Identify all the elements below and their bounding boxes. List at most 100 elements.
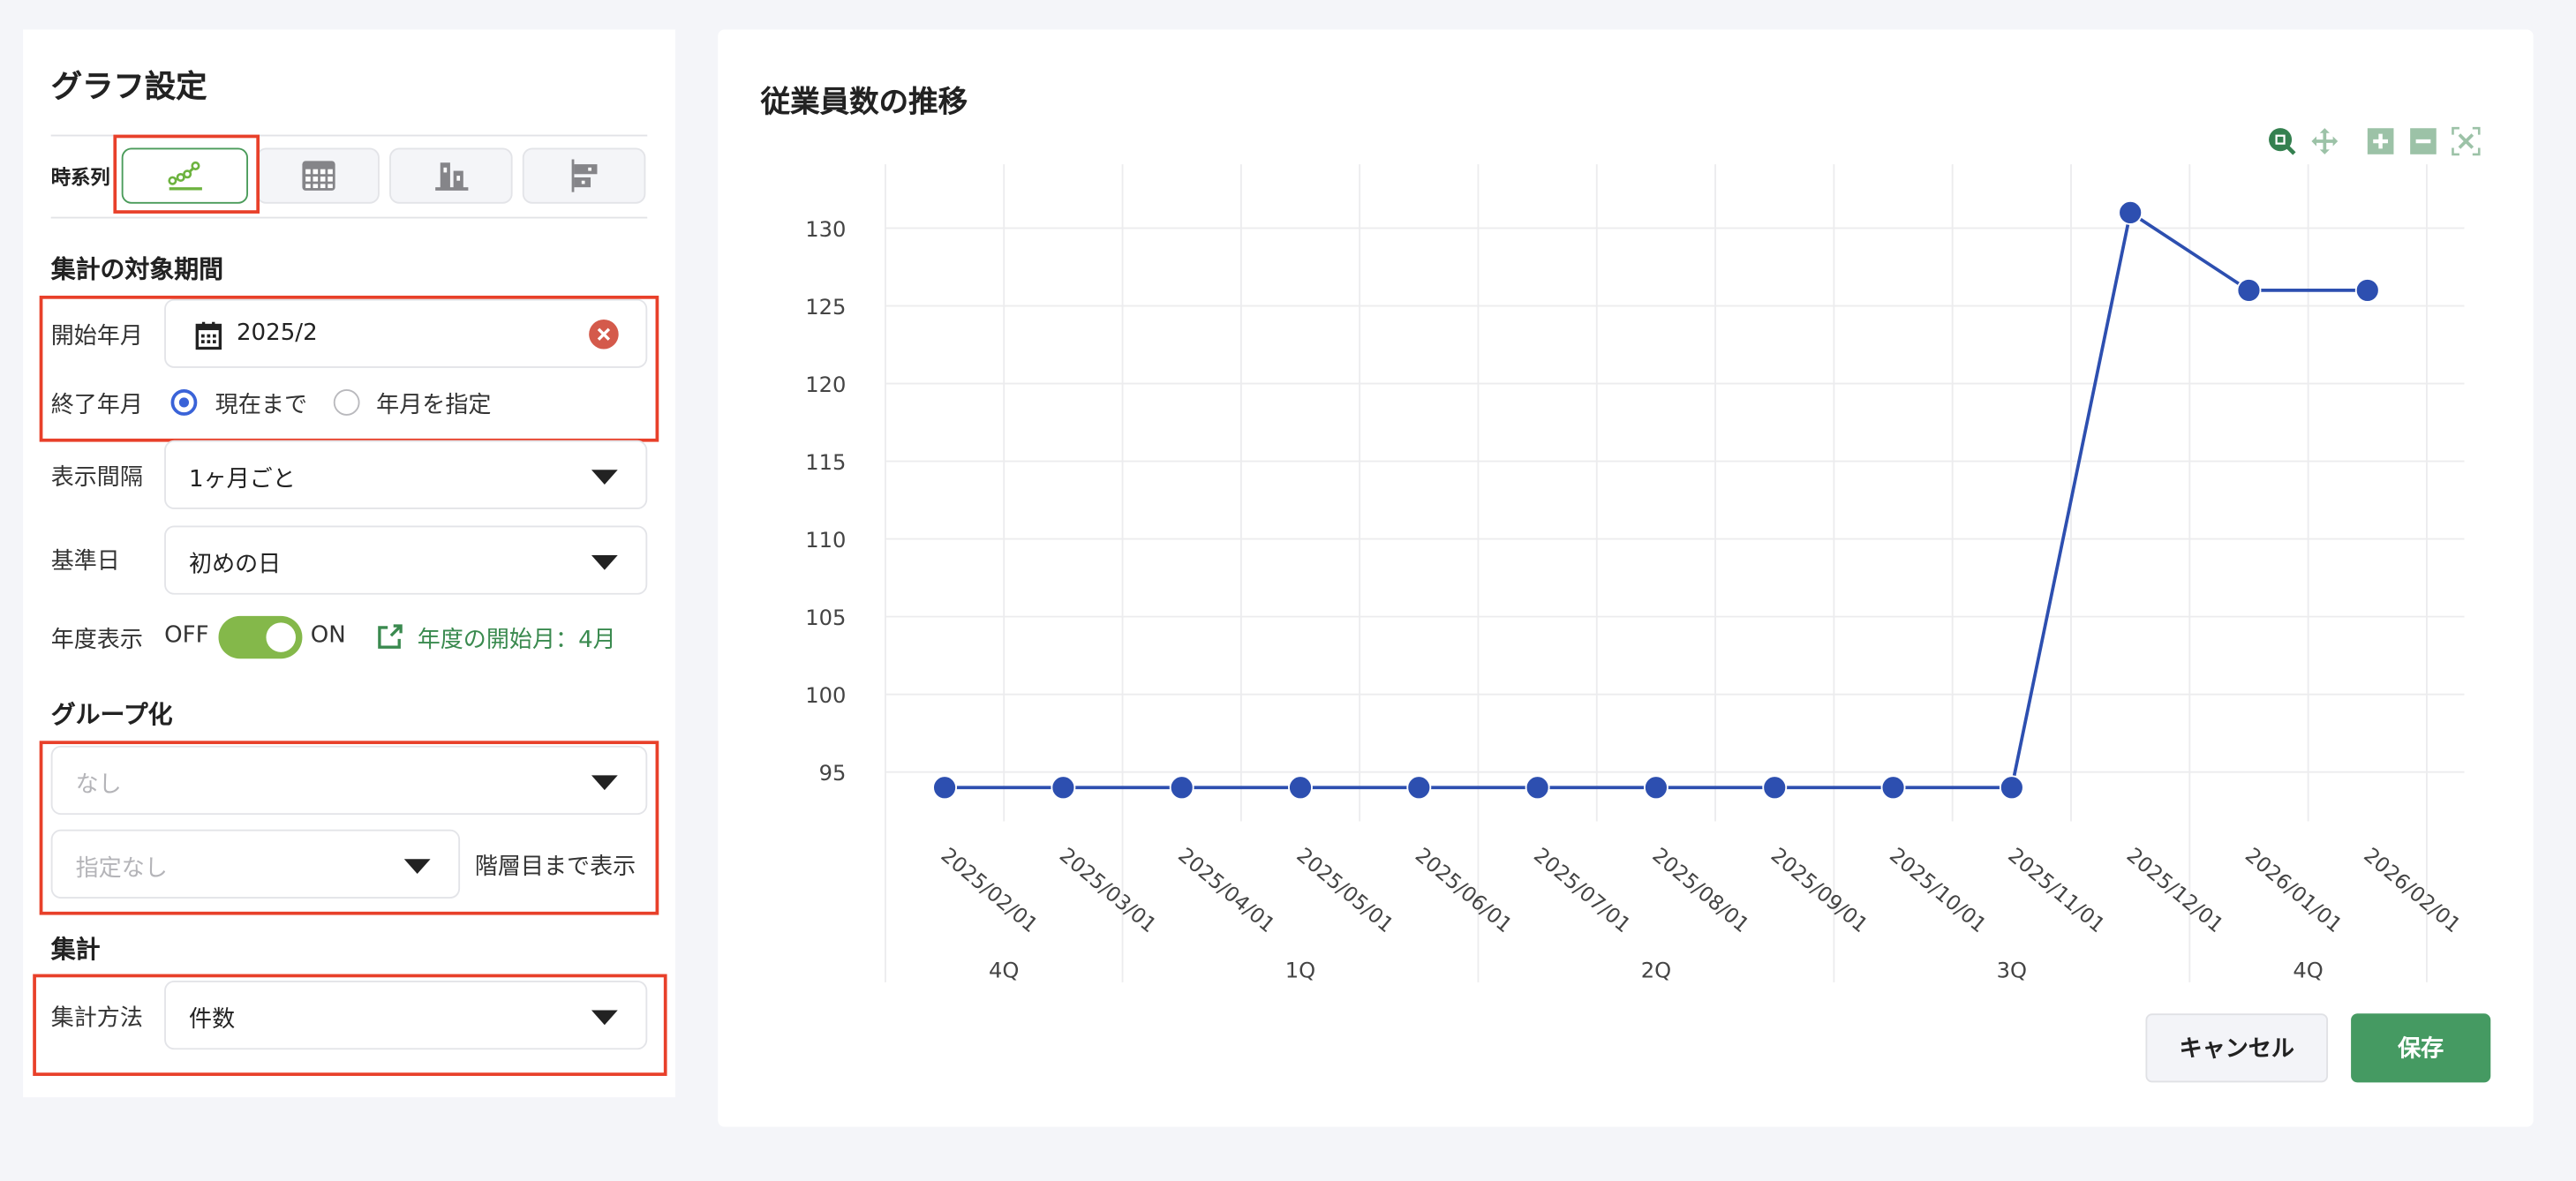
chart-type-label: 時系列 bbox=[50, 165, 110, 190]
y-tick-label: 115 bbox=[805, 450, 846, 475]
end-until-now-radio[interactable] bbox=[170, 389, 198, 416]
zoom-select-icon[interactable] bbox=[2267, 126, 2296, 155]
group-heading: グループ化 bbox=[50, 699, 173, 730]
highlight-box bbox=[33, 974, 667, 1076]
chart-type-table-button[interactable] bbox=[256, 147, 380, 204]
x-tick-label: 2025/06/01 bbox=[1411, 843, 1517, 937]
settings-title: グラフ設定 bbox=[50, 69, 207, 106]
data-point bbox=[1288, 775, 1313, 801]
reset-zoom-icon[interactable] bbox=[2452, 126, 2481, 156]
horizontal-bar-chart-icon bbox=[570, 159, 597, 192]
data-point bbox=[1762, 775, 1788, 801]
data-point bbox=[2118, 199, 2143, 225]
fiscal-on-label: ON bbox=[310, 622, 346, 650]
chart-type-horizontal-bar-button[interactable] bbox=[522, 147, 646, 204]
highlight-box bbox=[39, 741, 659, 915]
end-specify-radio[interactable] bbox=[333, 389, 360, 416]
y-tick-label: 100 bbox=[805, 683, 846, 708]
interval-select[interactable]: 1ヶ月ごと bbox=[164, 440, 648, 509]
start-month-label: 開始年月 bbox=[50, 323, 143, 350]
data-point bbox=[932, 775, 958, 801]
period-heading: 集計の対象期間 bbox=[50, 254, 224, 284]
fiscal-year-toggle[interactable] bbox=[218, 615, 303, 659]
highlight-box bbox=[39, 295, 659, 442]
table-icon bbox=[301, 161, 335, 191]
end-specify-label[interactable]: 年月を指定 bbox=[376, 392, 492, 419]
chart-title: 従業員数の推移 bbox=[760, 85, 968, 120]
data-point bbox=[1169, 775, 1194, 801]
data-point bbox=[2236, 277, 2262, 303]
y-tick-label: 105 bbox=[805, 606, 846, 630]
pan-icon[interactable] bbox=[2310, 126, 2339, 155]
data-point bbox=[1525, 775, 1550, 801]
calendar-icon bbox=[195, 321, 222, 350]
x-tick-label: 2025/12/01 bbox=[2122, 843, 2228, 937]
clear-icon[interactable] bbox=[588, 319, 619, 350]
x-tick-label: 2025/10/01 bbox=[1885, 843, 1991, 937]
base-day-label: 基準日 bbox=[50, 548, 120, 575]
quarter-label: 2Q bbox=[1641, 958, 1671, 982]
data-point bbox=[1999, 775, 2024, 801]
data-point bbox=[1051, 775, 1076, 801]
y-tick-label: 130 bbox=[805, 217, 846, 242]
chevron-down-icon bbox=[591, 470, 618, 485]
bar-chart-icon bbox=[434, 162, 468, 191]
y-tick-label: 120 bbox=[805, 372, 846, 397]
start-month-input[interactable]: 2025/2 bbox=[164, 298, 648, 368]
x-tick-label: 2025/11/01 bbox=[2003, 843, 2109, 937]
fiscal-start-month-link[interactable]: 年度の開始月：4月 bbox=[417, 627, 616, 654]
y-tick-label: 95 bbox=[819, 761, 847, 786]
quarter-label: 1Q bbox=[1285, 958, 1315, 982]
save-button[interactable]: 保存 bbox=[2351, 1013, 2491, 1083]
y-tick-label: 110 bbox=[805, 528, 846, 553]
group-placeholder: なし bbox=[75, 771, 122, 799]
data-point bbox=[2354, 277, 2380, 303]
end-until-now-label[interactable]: 現在まで bbox=[215, 392, 308, 419]
aggregation-method-label: 集計方法 bbox=[50, 1004, 143, 1032]
zoom-in-icon[interactable] bbox=[2367, 128, 2394, 154]
divider bbox=[50, 216, 648, 219]
group-select[interactable]: なし bbox=[50, 745, 648, 816]
fiscal-off-label: OFF bbox=[164, 622, 209, 650]
base-day-select[interactable]: 初めの日 bbox=[164, 525, 648, 595]
x-tick-label: 2025/07/01 bbox=[1529, 843, 1635, 937]
group-level-select[interactable]: 指定なし bbox=[50, 829, 461, 899]
aggregation-method-value: 件数 bbox=[189, 1006, 236, 1034]
chevron-down-icon bbox=[591, 775, 618, 791]
chart-type-bar-button[interactable] bbox=[389, 147, 513, 204]
chart-type-line-button[interactable] bbox=[121, 147, 249, 204]
quarter-label: 4Q bbox=[989, 958, 1019, 982]
x-tick-label: 2025/05/01 bbox=[1292, 843, 1398, 937]
fiscal-year-label: 年度表示 bbox=[50, 627, 143, 654]
x-tick-label: 2025/09/01 bbox=[1766, 843, 1872, 937]
chevron-down-icon bbox=[403, 859, 431, 875]
end-month-label: 終了年月 bbox=[50, 392, 143, 419]
group-level-suffix: 階層目まで表示 bbox=[474, 854, 636, 881]
data-point bbox=[1880, 775, 1906, 801]
x-tick-label: 2025/04/01 bbox=[1173, 843, 1279, 937]
divider bbox=[50, 134, 648, 137]
start-month-value: 2025/2 bbox=[236, 320, 318, 347]
y-tick-label: 125 bbox=[805, 295, 846, 320]
x-tick-label: 2025/03/01 bbox=[1055, 843, 1161, 937]
x-tick-label: 2025/02/01 bbox=[937, 843, 1043, 937]
x-tick-label: 2025/08/01 bbox=[1647, 843, 1753, 937]
zoom-out-icon[interactable] bbox=[2410, 128, 2437, 154]
aggregation-method-select[interactable]: 件数 bbox=[164, 981, 648, 1050]
x-tick-label: 2026/01/01 bbox=[2241, 843, 2346, 937]
quarter-label: 4Q bbox=[2293, 958, 2323, 982]
data-point bbox=[1406, 775, 1432, 801]
quarter-label: 3Q bbox=[1997, 958, 2027, 982]
highlight-box bbox=[113, 134, 260, 214]
aggregation-heading: 集計 bbox=[50, 934, 101, 965]
line-chart-icon bbox=[167, 161, 201, 191]
x-tick-label: 2026/02/01 bbox=[2359, 843, 2465, 937]
chart-panel bbox=[718, 29, 2534, 1127]
series-line bbox=[945, 209, 2368, 790]
base-day-value: 初めの日 bbox=[189, 552, 282, 579]
external-link-icon[interactable] bbox=[376, 622, 404, 651]
cancel-button[interactable]: キャンセル bbox=[2145, 1013, 2329, 1083]
chevron-down-icon bbox=[591, 1010, 618, 1026]
interval-label: 表示間隔 bbox=[50, 464, 143, 492]
